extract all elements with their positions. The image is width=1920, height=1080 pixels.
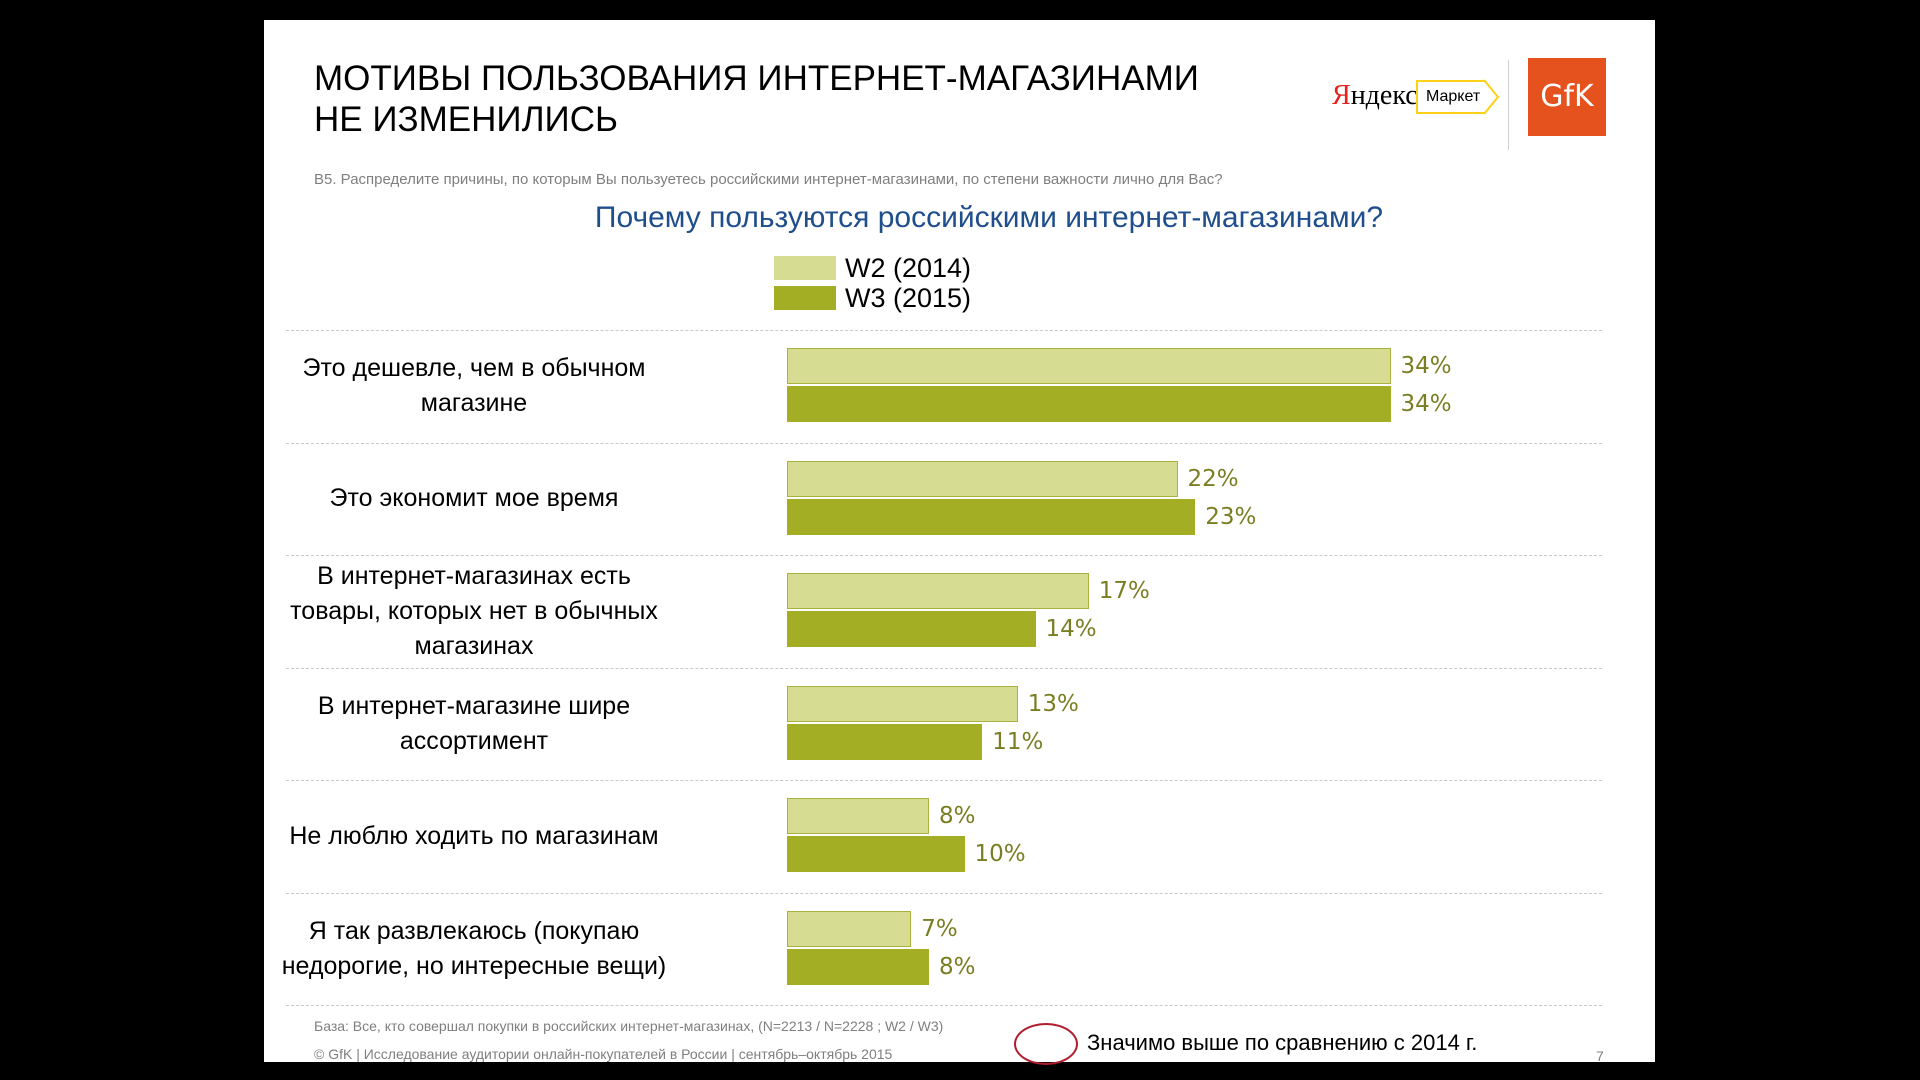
value-label-w2: 7% bbox=[921, 915, 958, 942]
legend-label-w2: W2 (2014) bbox=[845, 253, 972, 283]
category-label: Это экономит мое время bbox=[329, 484, 619, 513]
bar-w3 bbox=[787, 723, 983, 760]
logo-divider bbox=[1508, 60, 1509, 150]
bar-w2 bbox=[787, 348, 1391, 384]
row-divider bbox=[286, 330, 1602, 331]
category-label: Это дешевле, чем в обычном магазине bbox=[302, 354, 646, 418]
row-divider bbox=[286, 1005, 1602, 1006]
bar-w3 bbox=[787, 386, 1391, 422]
bar-w2 bbox=[787, 573, 1089, 609]
page-number: 7 bbox=[1596, 1048, 1604, 1064]
value-label-w2: 8% bbox=[939, 803, 976, 829]
slide-title: МОТИВЫ ПОЛЬЗОВАНИЯ ИНТЕРНЕТ-МАГАЗИНАМИ Н… bbox=[314, 59, 1199, 139]
gfk-logo: GfK bbox=[1528, 58, 1606, 136]
bar-w3 bbox=[787, 611, 1036, 647]
bar-w3 bbox=[787, 498, 1196, 535]
bar-w2 bbox=[787, 798, 929, 834]
market-logo: Маркет bbox=[1416, 80, 1486, 114]
bar-w2 bbox=[787, 910, 912, 947]
value-label-w3: 23% bbox=[1205, 503, 1257, 530]
market-logo-arrow-icon bbox=[1482, 78, 1520, 116]
category-label: В интернет-магазинах есть товары, которы… bbox=[290, 561, 658, 660]
bar-w2 bbox=[787, 460, 1178, 497]
legend-label-w3: W3 (2015) bbox=[845, 283, 972, 313]
category-label: Я так развлекаюсь (покупаю недорогие, но… bbox=[281, 916, 667, 980]
legend-swatch-w3 bbox=[774, 286, 836, 310]
footnote-base: База: Все, кто совершал покупки в россий… bbox=[314, 1018, 944, 1034]
row-divider bbox=[286, 780, 1602, 781]
value-label-w2: 13% bbox=[1027, 690, 1079, 717]
value-label-w2: 34% bbox=[1400, 353, 1452, 379]
survey-question: B5. Распределите причины, по которым Вы … bbox=[314, 171, 1223, 188]
slide: МОТИВЫ ПОЛЬЗОВАНИЯ ИНТЕРНЕТ-МАГАЗИНАМИ Н… bbox=[264, 20, 1655, 1065]
row-divider bbox=[286, 892, 1602, 894]
value-label-w3: 10% bbox=[974, 841, 1026, 867]
row-divider bbox=[286, 442, 1602, 444]
yandex-logo: Яндекс bbox=[1332, 80, 1418, 112]
category-label: Не люблю ходить по магазинам bbox=[289, 821, 659, 850]
row-divider bbox=[286, 555, 1602, 556]
bar-w2 bbox=[787, 685, 1018, 722]
value-label-w2: 22% bbox=[1187, 465, 1239, 492]
footnote-copyright: © GfK | Исследование аудитории онлайн-по… bbox=[314, 1046, 893, 1062]
category-label: В интернет-магазине шире ассортимент bbox=[317, 691, 631, 755]
yandex-logo-rest: ндекс bbox=[1350, 80, 1418, 111]
bar-w3 bbox=[787, 948, 929, 985]
value-label-w3: 11% bbox=[992, 728, 1044, 755]
value-label-w2: 17% bbox=[1098, 578, 1150, 604]
chart-title: Почему пользуются российскими интернет-м… bbox=[594, 201, 1384, 234]
significance-note: Значимо выше по сравнению с 2014 г. bbox=[1087, 1030, 1478, 1055]
yandex-logo-letter: Я bbox=[1332, 80, 1351, 111]
legend-swatch-w2 bbox=[774, 256, 836, 280]
significance-marker-icon bbox=[1014, 1023, 1078, 1065]
value-label-w3: 34% bbox=[1400, 391, 1452, 417]
row-divider bbox=[286, 667, 1602, 669]
value-label-w3: 14% bbox=[1045, 616, 1097, 642]
bar-w3 bbox=[787, 836, 965, 872]
value-label-w3: 8% bbox=[939, 953, 976, 980]
